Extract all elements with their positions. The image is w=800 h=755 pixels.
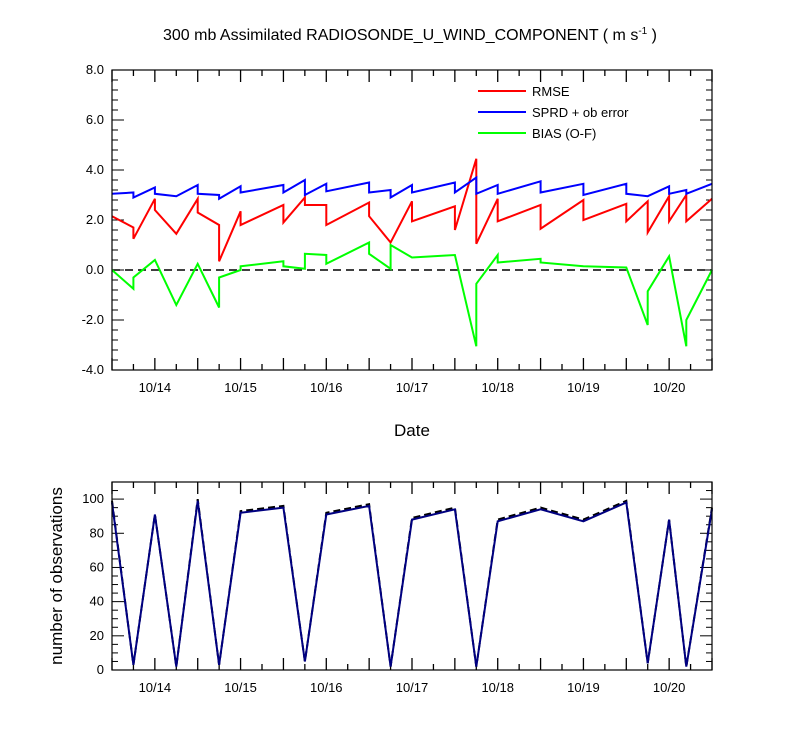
top-x-tick-label: 10/15 <box>224 380 257 395</box>
legend-label: BIAS (O-F) <box>532 126 596 141</box>
bottom-y-tick-label: 100 <box>82 491 104 506</box>
top-y-tick-label: -4.0 <box>82 362 104 377</box>
top-plot-frame <box>111 69 713 371</box>
top-y-tick-label: 8.0 <box>86 62 104 77</box>
top-x-tick-label: 10/20 <box>653 380 686 395</box>
bottom-series-group <box>111 498 713 667</box>
chart-title: 300 mb Assimilated RADIOSONDE_U_WIND_COM… <box>163 26 657 44</box>
bottom-y-tick-label: 20 <box>90 628 104 643</box>
series-line-sprd-ob-error <box>111 175 713 201</box>
top-panel: -4.0 -2.0 0.0 2.0 4.0 6.0 8.0 10/14 10/15 10/16 10… <box>82 62 713 440</box>
series-line-observations-assimilated <box>111 500 713 667</box>
top-y-tick-label: -2.0 <box>82 312 104 327</box>
legend: RMSE SPRD + ob error BIAS (O-F) <box>478 84 629 141</box>
top-y-tick-label: 4.0 <box>86 162 104 177</box>
bottom-y-tick-label: 60 <box>90 559 104 574</box>
bottom-x-tick-label: 10/20 <box>653 680 686 695</box>
bottom-y-tick-label: 0 <box>97 662 104 677</box>
bottom-tick-labels: 0 20 40 60 80 100 10/14 10/15 10/16 10/17 10/18 10/… <box>82 491 685 695</box>
top-tick-labels: -4.0 -2.0 0.0 2.0 4.0 6.0 8.0 10/14 10/15 10/16 10… <box>82 62 686 395</box>
top-series-group <box>111 158 713 347</box>
bottom-x-tick-label: 10/19 <box>567 680 600 695</box>
top-x-tick-label: 10/17 <box>396 380 429 395</box>
bottom-panel: 0 20 40 60 80 100 10/14 10/15 10/16 10/17 10/18 10/… <box>47 481 713 695</box>
series-line-rmse <box>111 158 713 262</box>
legend-label: RMSE <box>532 84 570 99</box>
top-y-tick-label: 0.0 <box>86 262 104 277</box>
bottom-x-tick-label: 10/15 <box>224 680 257 695</box>
top-x-tick-label: 10/16 <box>310 380 343 395</box>
x-axis-title: Date <box>394 421 430 440</box>
bottom-x-tick-label: 10/17 <box>396 680 429 695</box>
top-x-tick-label: 10/14 <box>139 380 172 395</box>
bottom-y-tick-label: 80 <box>90 525 104 540</box>
top-x-tick-label: 10/19 <box>567 380 600 395</box>
y-axis-title-bottom: number of observations <box>47 487 66 665</box>
bottom-plot-frame <box>111 481 713 671</box>
top-x-tick-label: 10/18 <box>481 380 514 395</box>
series-line-bias-o-f <box>111 240 713 347</box>
top-y-tick-label: 6.0 <box>86 112 104 127</box>
bottom-y-tick-label: 40 <box>90 594 104 609</box>
bottom-ticks <box>111 481 713 671</box>
top-y-tick-label: 2.0 <box>86 212 104 227</box>
bottom-x-tick-label: 10/18 <box>481 680 514 695</box>
legend-label: SPRD + ob error <box>532 105 629 120</box>
bottom-x-tick-label: 10/14 <box>139 680 172 695</box>
bottom-x-tick-label: 10/16 <box>310 680 343 695</box>
